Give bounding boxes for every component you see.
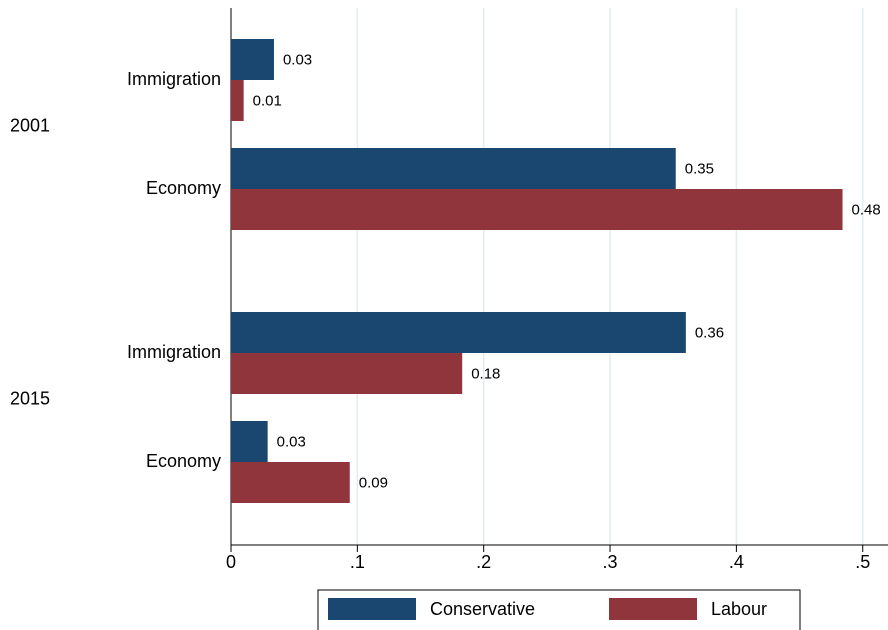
bar: [231, 189, 843, 230]
legend-label: Labour: [711, 599, 767, 619]
value-label: 0.01: [253, 92, 282, 109]
bar: [231, 462, 350, 503]
bar: [231, 80, 244, 121]
y-category-label: Immigration: [127, 69, 221, 89]
value-label: 0.48: [852, 201, 881, 218]
bar: [231, 353, 463, 394]
legend-swatch: [328, 598, 416, 620]
x-tick-label: 0: [226, 552, 236, 572]
y-category-label: Economy: [146, 451, 221, 471]
y-category-label: Economy: [146, 178, 221, 198]
bar: [231, 312, 686, 353]
value-label: 0.03: [283, 51, 312, 68]
value-label: 0.18: [471, 365, 500, 382]
value-label: 0.35: [685, 160, 714, 177]
group-label: 2015: [10, 388, 50, 408]
x-tick-label: .4: [729, 552, 744, 572]
value-label: 0.03: [277, 433, 306, 450]
x-tick-label: .1: [350, 552, 365, 572]
group-label: 2001: [10, 115, 50, 135]
value-label: 0.36: [695, 324, 724, 341]
x-tick-label: .5: [855, 552, 870, 572]
value-label: 0.09: [359, 474, 388, 491]
bar: [231, 421, 268, 462]
x-tick-label: .3: [603, 552, 618, 572]
legend-label: Conservative: [430, 599, 535, 619]
x-tick-label: .2: [476, 552, 491, 572]
bar: [231, 39, 274, 80]
bar: [231, 148, 676, 189]
legend-swatch: [609, 598, 697, 620]
y-category-label: Immigration: [127, 342, 221, 362]
